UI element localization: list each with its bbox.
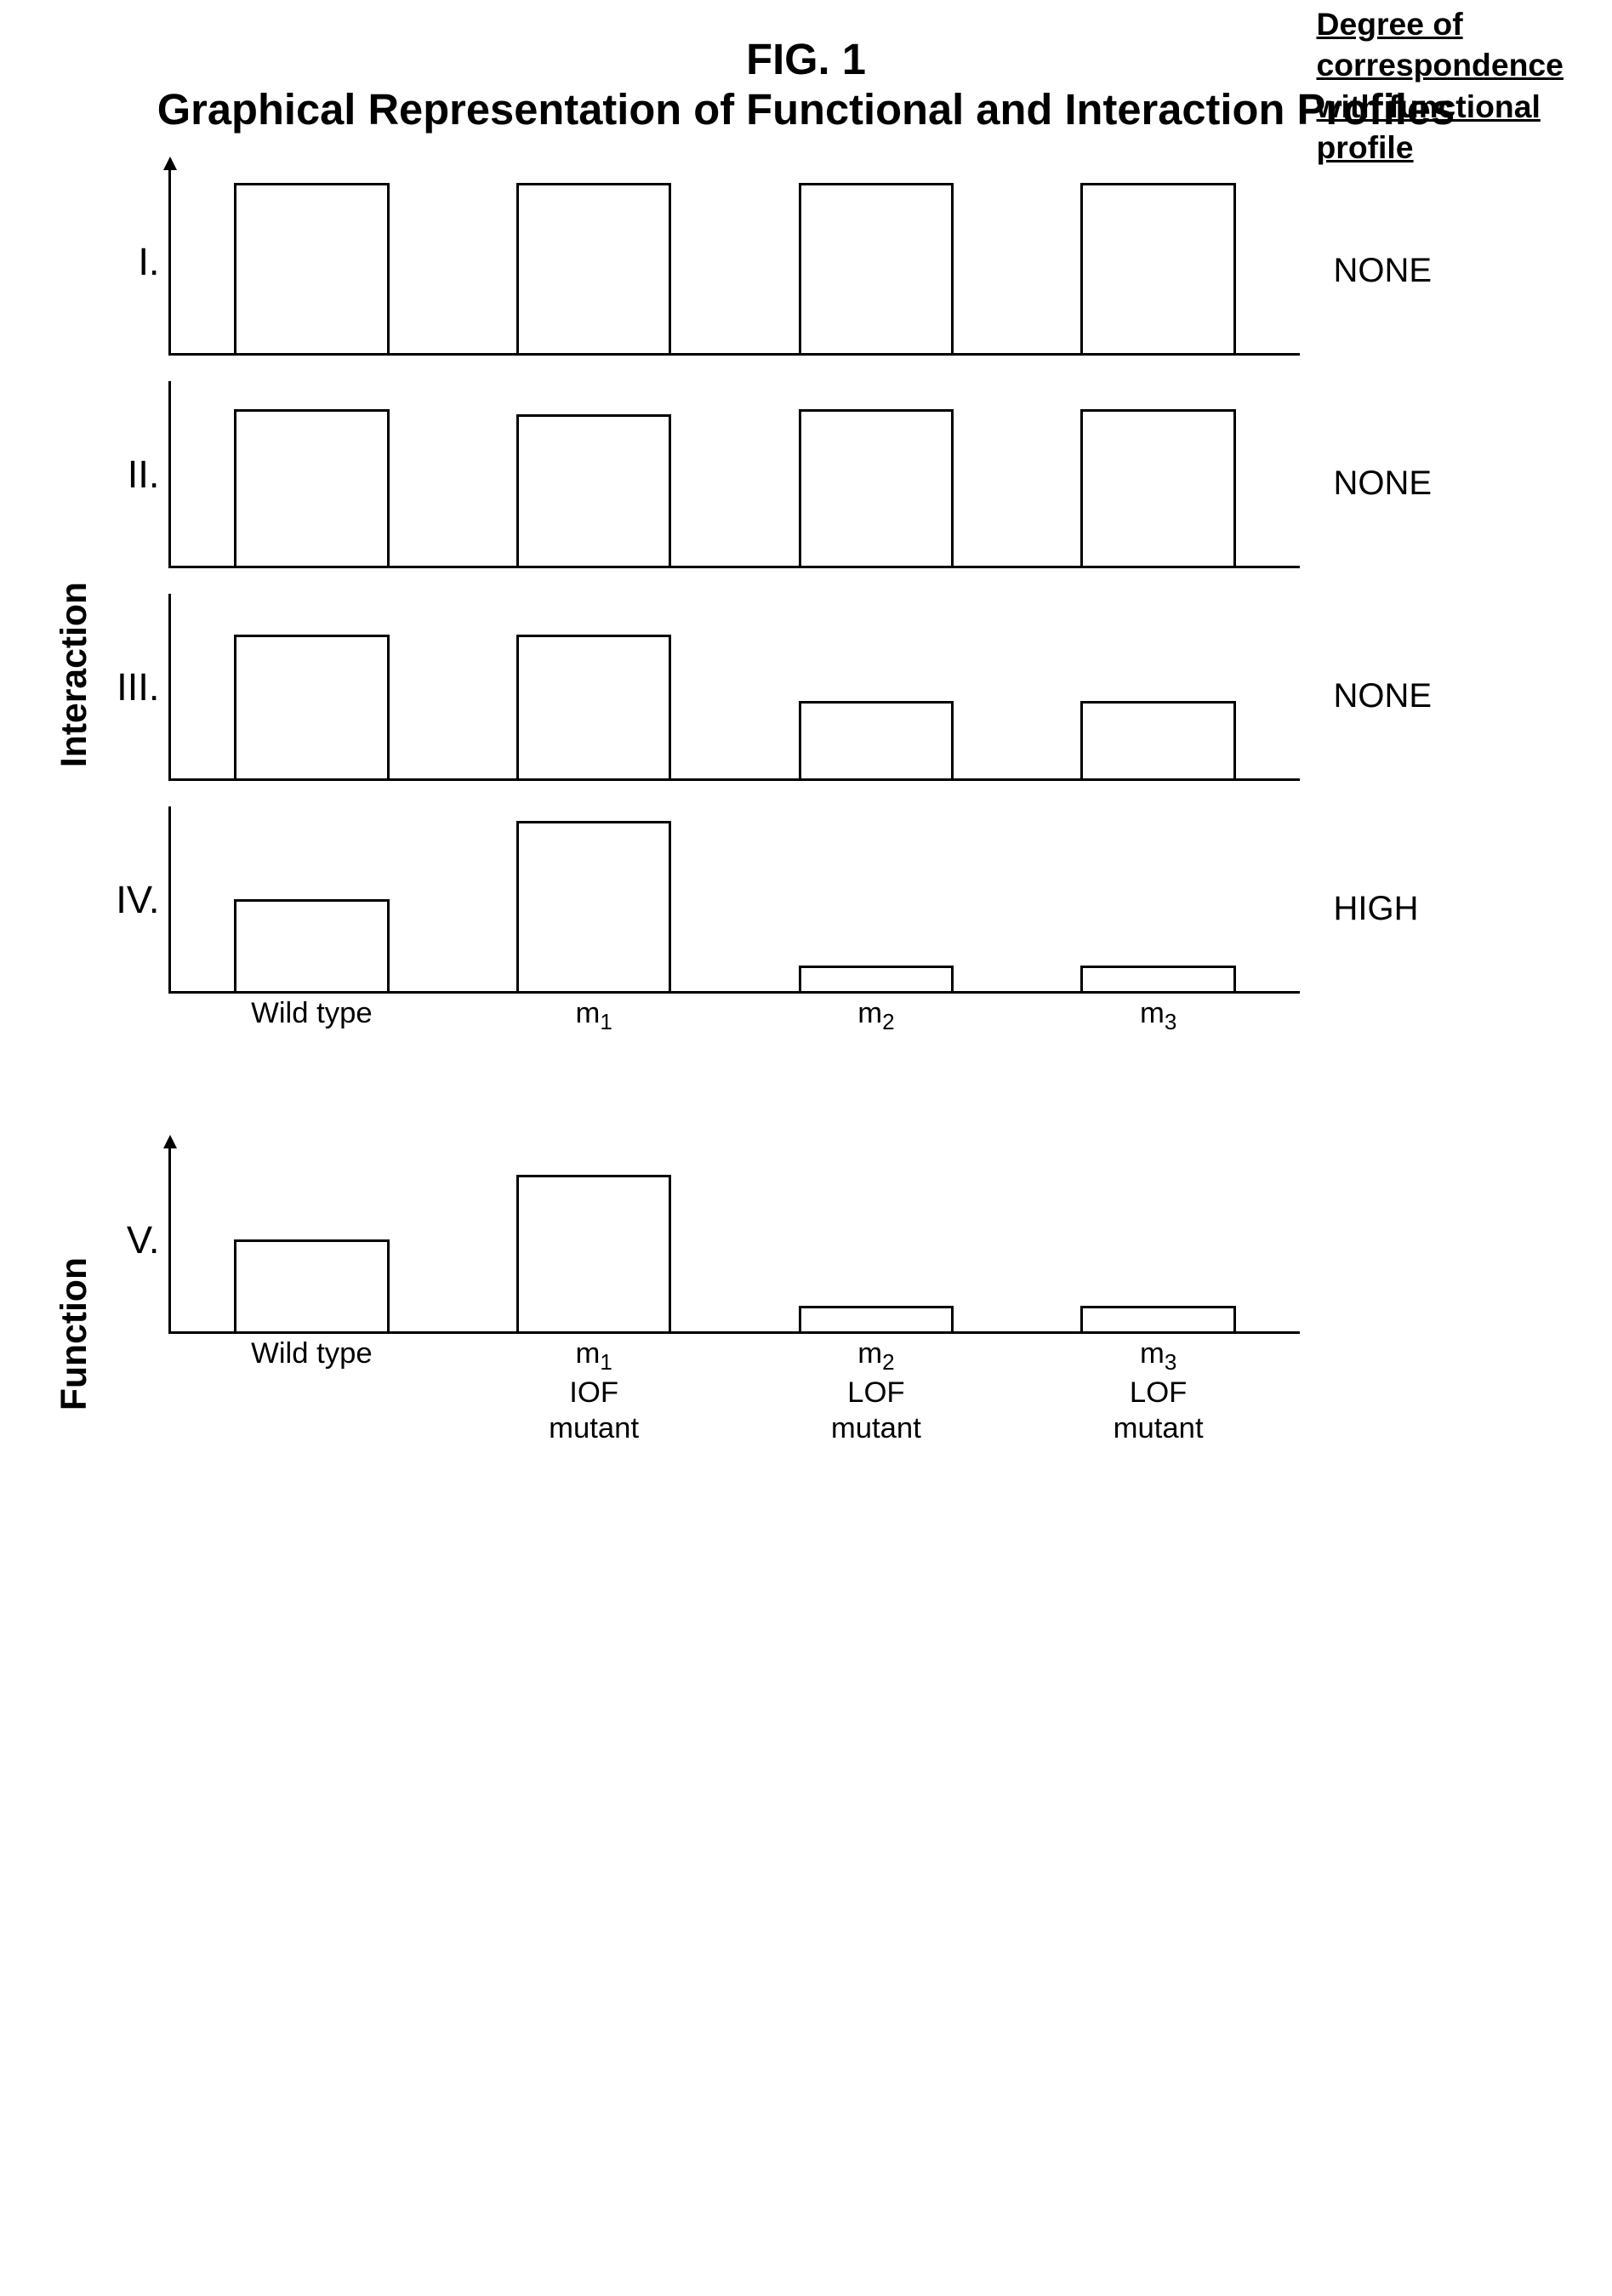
bar-label: Wild type — [171, 1331, 453, 1372]
row-numeral: III. — [109, 594, 168, 781]
bar — [799, 1306, 954, 1331]
bar — [234, 409, 389, 566]
correspondence-column: Degree of correspondence with functional… — [1300, 92, 1572, 1368]
section-side-label: Interaction — [54, 582, 95, 767]
bar — [799, 701, 954, 778]
bar-slot — [453, 381, 735, 566]
bar-slot: Wild type — [171, 1147, 453, 1331]
bar-slot: m1 — [453, 806, 735, 991]
chart-wrap: Wild typem1IOFmutantm2LOFmutantm3LOFmuta… — [168, 1147, 1300, 1334]
bar-label: m2LOFmutant — [735, 1331, 1017, 1446]
chart-wrap — [168, 594, 1300, 781]
bar-slot: m1IOFmutant — [453, 1147, 735, 1331]
bar — [516, 183, 671, 353]
chart-row: I. — [109, 168, 1300, 356]
bar-slot — [171, 381, 453, 566]
bar-slot — [171, 594, 453, 778]
bar-slot: m2 — [735, 806, 1017, 991]
bar-slot — [1017, 168, 1300, 353]
correspondence-value — [1317, 1155, 1572, 1342]
row-numeral: IV. — [109, 806, 168, 994]
charts-column: I.II.III.IV.Wild typem1m2m3V.Wild typem1… — [109, 168, 1300, 1453]
bar-slot — [735, 168, 1017, 353]
row-numeral: I. — [109, 168, 168, 356]
bar-slot: m2LOFmutant — [735, 1147, 1017, 1331]
side-label-wrap: Interaction — [41, 202, 109, 1147]
row-numeral: II. — [109, 381, 168, 568]
bar-label: m2 — [735, 991, 1017, 1035]
chart-wrap — [168, 168, 1300, 356]
bar-slot — [1017, 594, 1300, 778]
bar — [1080, 1306, 1235, 1331]
bar-label: m3 — [1017, 991, 1300, 1035]
bar — [799, 183, 954, 353]
bar-chart — [168, 381, 1300, 568]
correspondence-value: NONE — [1317, 602, 1572, 789]
correspondence-header: Degree of correspondence with functional… — [1317, 92, 1572, 168]
bar — [516, 635, 671, 778]
bar-label: Wild type — [171, 991, 453, 1032]
bar-label: m3LOFmutant — [1017, 1331, 1300, 1446]
section-gap — [109, 1113, 1300, 1147]
bar-slot: Wild type — [171, 806, 453, 991]
row-numeral: V. — [109, 1147, 168, 1334]
bar-chart — [168, 594, 1300, 781]
bar — [516, 821, 671, 991]
bar-label: m1IOFmutant — [453, 1331, 735, 1446]
bar — [516, 414, 671, 566]
side-label-wrap: Function — [41, 1181, 109, 1487]
left-axis-labels: Interaction Function — [41, 168, 109, 1487]
figure-content: InteractionFunctionI.II.III.IV.Wild type… — [41, 168, 1572, 1487]
bar-slot — [453, 168, 735, 353]
figure-page: FIG. 1 Graphical Representation of Funct… — [41, 34, 1572, 1487]
correspondence-value: HIGH — [1317, 815, 1572, 1002]
correspondence-value: NONE — [1317, 177, 1572, 364]
chart-row: III. — [109, 594, 1300, 781]
bar — [516, 1175, 671, 1331]
section-gap — [1317, 1028, 1572, 1155]
bar-slot — [1017, 381, 1300, 566]
bar-slot — [735, 594, 1017, 778]
bar-chart: Wild typem1IOFmutantm2LOFmutantm3LOFmuta… — [168, 1147, 1300, 1334]
bar-chart: Wild typem1m2m3 — [168, 806, 1300, 994]
chart-row: IV.Wild typem1m2m3 — [109, 806, 1300, 994]
correspondence-value: NONE — [1317, 390, 1572, 577]
chart-row: V.Wild typem1IOFmutantm2LOFmutantm3LOFmu… — [109, 1147, 1300, 1334]
bar — [799, 409, 954, 566]
bar — [234, 899, 389, 992]
bar-slot: m3 — [1017, 806, 1300, 991]
bar-slot — [171, 168, 453, 353]
bar — [234, 183, 389, 353]
bar-chart — [168, 168, 1300, 356]
bar — [1080, 966, 1235, 991]
chart-wrap — [168, 381, 1300, 568]
bar — [1080, 409, 1235, 566]
bar — [234, 635, 389, 778]
bar — [1080, 183, 1235, 353]
bar-slot — [453, 594, 735, 778]
bar-label: m1 — [453, 991, 735, 1035]
bar — [799, 966, 954, 991]
chart-wrap: Wild typem1m2m3 — [168, 806, 1300, 994]
bar-slot: m3LOFmutant — [1017, 1147, 1300, 1331]
bar — [234, 1239, 389, 1332]
bar-slot — [735, 381, 1017, 566]
chart-row: II. — [109, 381, 1300, 568]
section-side-label: Function — [54, 1257, 95, 1410]
bar — [1080, 701, 1235, 778]
